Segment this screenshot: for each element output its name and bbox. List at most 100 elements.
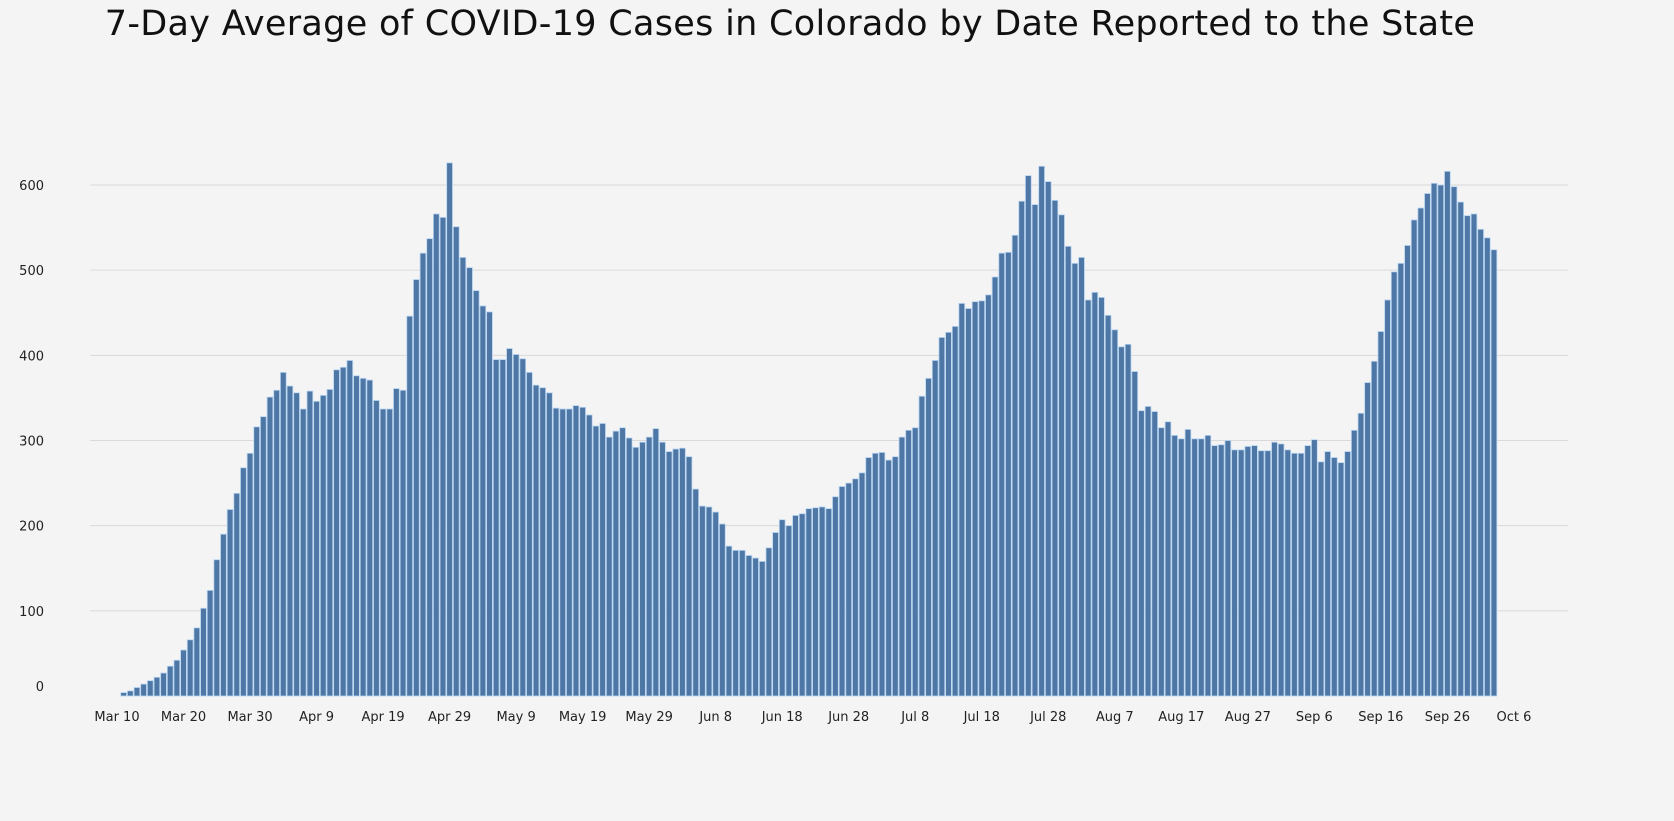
bar xyxy=(725,545,733,697)
bar xyxy=(951,325,959,697)
bar xyxy=(832,496,839,697)
bar xyxy=(998,252,1006,697)
x-tick-label: Mar 20 xyxy=(161,710,206,725)
bar xyxy=(452,226,460,697)
y-tick-label: 400 xyxy=(19,349,44,364)
bar xyxy=(985,294,992,697)
bar xyxy=(512,354,520,697)
bar xyxy=(1271,441,1278,697)
bar xyxy=(1324,451,1331,697)
bar xyxy=(905,429,912,697)
bar xyxy=(466,267,473,697)
bar xyxy=(599,423,606,697)
bar xyxy=(1164,421,1172,697)
bar xyxy=(233,492,241,697)
x-tick-label: Aug 27 xyxy=(1225,710,1271,725)
bar xyxy=(1018,200,1025,697)
y-tick-label: 500 xyxy=(19,264,44,279)
bar xyxy=(1490,249,1498,697)
bar xyxy=(1397,262,1405,697)
bar xyxy=(140,683,147,697)
bar xyxy=(585,414,593,697)
bar xyxy=(127,690,134,697)
bar xyxy=(413,279,420,697)
x-tick-label: Jun 18 xyxy=(761,710,803,725)
x-tick-label: Jul 18 xyxy=(963,710,1000,725)
bar xyxy=(486,311,493,697)
bar xyxy=(579,406,586,697)
bar xyxy=(1044,181,1052,697)
bar xyxy=(1264,450,1272,697)
bar xyxy=(279,371,287,697)
bar xyxy=(625,437,633,697)
bar xyxy=(858,472,866,697)
bar xyxy=(226,509,234,697)
bar xyxy=(685,456,693,697)
bar xyxy=(1424,193,1431,697)
bar xyxy=(1251,445,1258,697)
bar xyxy=(446,162,453,697)
bar xyxy=(532,384,540,697)
x-tick-label: Aug 17 xyxy=(1158,710,1204,725)
chart-title: 7-Day Average of COVID-19 Cases in Color… xyxy=(104,4,1476,44)
bar xyxy=(978,300,986,697)
bar xyxy=(319,394,327,697)
x-tick-label: Jul 28 xyxy=(1029,710,1066,725)
x-tick-label: Oct 6 xyxy=(1496,710,1531,725)
bar xyxy=(1317,461,1325,697)
bar xyxy=(366,379,374,697)
bar xyxy=(705,506,713,697)
bar xyxy=(1311,439,1318,697)
bar xyxy=(645,436,653,697)
bar xyxy=(572,405,580,697)
bar xyxy=(738,549,746,697)
bar xyxy=(1104,314,1112,697)
bar xyxy=(326,388,334,697)
bar xyxy=(499,359,507,697)
bar xyxy=(1005,251,1012,697)
bar xyxy=(1204,434,1212,697)
bar xyxy=(758,561,766,697)
bar xyxy=(1450,186,1458,697)
x-tick-label: Sep 6 xyxy=(1296,710,1333,725)
bar xyxy=(632,446,640,697)
bar xyxy=(246,452,254,697)
bar xyxy=(745,555,753,697)
x-tick-label: Sep 16 xyxy=(1358,710,1403,725)
bar xyxy=(1384,299,1391,697)
bar xyxy=(1184,429,1192,697)
bar xyxy=(938,337,946,697)
bar xyxy=(419,252,427,697)
bars xyxy=(120,162,1498,697)
bar xyxy=(206,589,214,697)
bar xyxy=(1078,256,1085,697)
y-tick-label: 600 xyxy=(19,179,44,194)
bar xyxy=(1191,438,1198,697)
bar xyxy=(339,366,347,697)
x-axis-ticks: Mar 10 Mar 20 Mar 30 Apr 9 Apr 19 Apr 29 May 9… xyxy=(94,710,1531,725)
bar xyxy=(293,392,300,697)
bar xyxy=(679,447,686,697)
bar xyxy=(1011,234,1019,697)
bar xyxy=(712,511,719,697)
bar xyxy=(1237,449,1245,697)
bar xyxy=(1211,445,1218,697)
bar xyxy=(1118,346,1125,697)
y-tick-label: 0 xyxy=(36,680,44,695)
bar xyxy=(1297,452,1305,697)
bar xyxy=(778,519,786,697)
bar xyxy=(1277,443,1285,697)
bar xyxy=(971,301,979,697)
bar xyxy=(1390,271,1398,697)
bar xyxy=(539,387,547,697)
bar xyxy=(432,213,440,697)
bar xyxy=(1217,444,1225,697)
bar xyxy=(852,478,859,697)
bar xyxy=(346,360,354,697)
bar xyxy=(652,428,660,697)
bar xyxy=(193,627,201,697)
bar xyxy=(1058,214,1065,697)
bar xyxy=(1350,429,1358,697)
bar xyxy=(1171,434,1178,697)
bar xyxy=(1151,411,1159,697)
